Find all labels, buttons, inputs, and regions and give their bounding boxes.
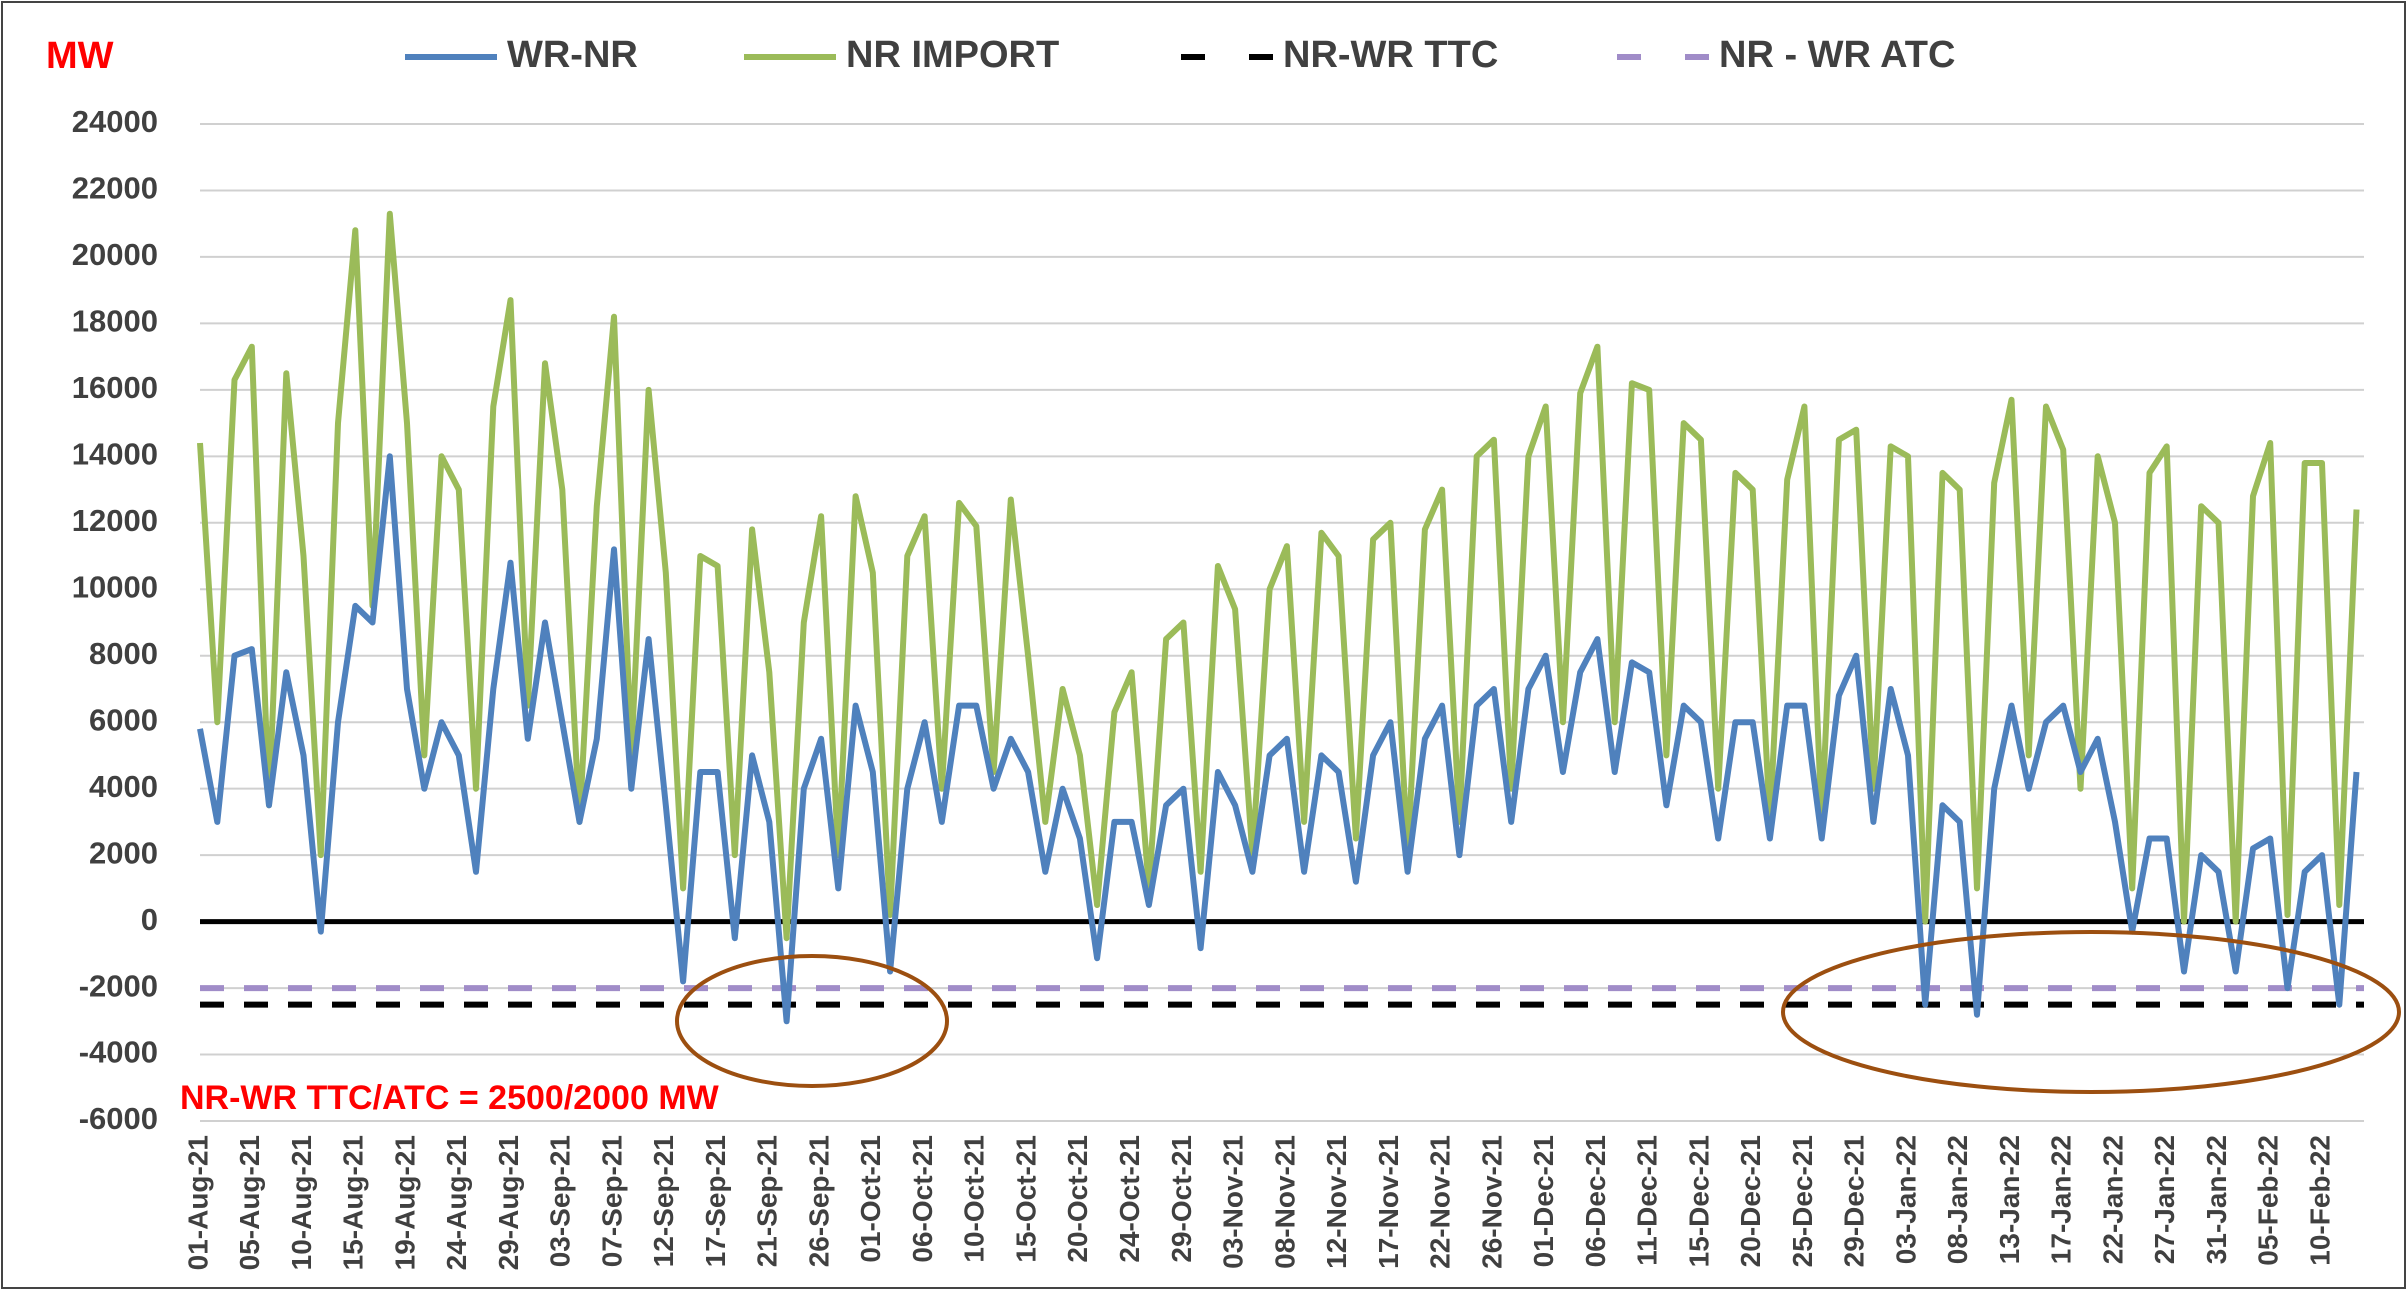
legend-label: NR - WR ATC bbox=[1719, 34, 1955, 76]
x-tick-label: 03-Nov-21 bbox=[1218, 1135, 1249, 1269]
x-tick-label: 26-Nov-21 bbox=[1476, 1135, 1507, 1269]
x-tick-label: 08-Nov-21 bbox=[1269, 1135, 1300, 1269]
y-tick-label: 2000 bbox=[89, 835, 158, 870]
x-tick-label: 29-Aug-21 bbox=[493, 1135, 524, 1270]
x-tick-label: 10-Aug-21 bbox=[286, 1135, 317, 1270]
y-tick-label: 10000 bbox=[72, 569, 158, 604]
y-tick-label: 4000 bbox=[89, 769, 158, 804]
y-tick-label: 12000 bbox=[72, 503, 158, 538]
highlight-ellipse bbox=[1781, 930, 2401, 1094]
x-tick-label: 01-Aug-21 bbox=[182, 1135, 213, 1270]
x-tick-label: 07-Sep-21 bbox=[596, 1135, 627, 1267]
x-tick-label: 05-Aug-21 bbox=[234, 1135, 265, 1270]
y-axis-label: MW bbox=[46, 35, 114, 77]
x-tick-label: 25-Dec-21 bbox=[1787, 1135, 1818, 1267]
x-tick-label: 15-Aug-21 bbox=[338, 1135, 369, 1270]
y-tick-label: 0 bbox=[141, 902, 158, 937]
legend-label: WR-NR bbox=[507, 34, 638, 76]
x-tick-label: 22-Jan-22 bbox=[2097, 1135, 2128, 1264]
legend-label: NR-WR TTC bbox=[1283, 34, 1498, 76]
y-tick-label: 24000 bbox=[72, 104, 158, 139]
x-tick-label: 10-Oct-21 bbox=[959, 1135, 990, 1263]
y-tick-label: 16000 bbox=[72, 370, 158, 405]
highlight-ellipse bbox=[675, 954, 949, 1088]
x-tick-label: 20-Oct-21 bbox=[1062, 1135, 1093, 1263]
x-tick-label: 01-Oct-21 bbox=[855, 1135, 886, 1263]
x-tick-label: 17-Sep-21 bbox=[700, 1135, 731, 1267]
x-tick-label: 08-Jan-22 bbox=[1942, 1135, 1973, 1264]
x-tick-label: 29-Dec-21 bbox=[1839, 1135, 1870, 1267]
x-tick-label: 17-Nov-21 bbox=[1373, 1135, 1404, 1269]
x-tick-label: 05-Feb-22 bbox=[2253, 1135, 2284, 1266]
x-tick-label: 24-Aug-21 bbox=[441, 1135, 472, 1270]
x-tick-label: 15-Oct-21 bbox=[1010, 1135, 1041, 1263]
x-tick-label: 24-Oct-21 bbox=[1114, 1135, 1145, 1263]
x-tick-label: 22-Nov-21 bbox=[1425, 1135, 1456, 1269]
legend-label: NR IMPORT bbox=[846, 34, 1059, 76]
y-tick-label: 20000 bbox=[72, 237, 158, 272]
x-tick-label: 01-Dec-21 bbox=[1528, 1135, 1559, 1267]
y-tick-label: -6000 bbox=[79, 1101, 158, 1136]
y-tick-label: 6000 bbox=[89, 702, 158, 737]
x-tick-label: 11-Dec-21 bbox=[1632, 1135, 1663, 1266]
y-tick-label: 22000 bbox=[72, 171, 158, 206]
x-tick-label: 12-Nov-21 bbox=[1321, 1135, 1352, 1269]
x-tick-label: 10-Feb-22 bbox=[2304, 1135, 2335, 1266]
y-tick-label: -4000 bbox=[79, 1035, 158, 1070]
x-tick-label: 19-Aug-21 bbox=[389, 1135, 420, 1270]
x-tick-label: 13-Jan-22 bbox=[1994, 1135, 2025, 1264]
annotation: NR-WR TTC/ATC = 2500/2000 MW bbox=[180, 1079, 720, 1117]
x-tick-label: 21-Sep-21 bbox=[752, 1135, 783, 1267]
x-tick-label: 15-Dec-21 bbox=[1683, 1135, 1714, 1267]
x-tick-label: 03-Sep-21 bbox=[545, 1135, 576, 1267]
x-tick-label: 06-Dec-21 bbox=[1580, 1135, 1611, 1267]
x-tick-label: 20-Dec-21 bbox=[1735, 1135, 1766, 1267]
x-tick-label: 12-Sep-21 bbox=[648, 1135, 679, 1267]
x-tick-label: 17-Jan-22 bbox=[2046, 1135, 2077, 1264]
x-tick-label: 06-Oct-21 bbox=[907, 1135, 938, 1263]
y-tick-label: 14000 bbox=[72, 437, 158, 472]
y-tick-label: 8000 bbox=[89, 636, 158, 671]
y-tick-label: -2000 bbox=[79, 968, 158, 1003]
x-tick-label: 29-Oct-21 bbox=[1166, 1135, 1197, 1263]
series-line bbox=[197, 453, 2360, 1025]
x-tick-label: 31-Jan-22 bbox=[2201, 1135, 2232, 1264]
x-tick-label: 03-Jan-22 bbox=[1890, 1135, 1921, 1264]
x-tick-label: 27-Jan-22 bbox=[2149, 1135, 2180, 1264]
y-tick-label: 18000 bbox=[72, 304, 158, 339]
series-line bbox=[197, 210, 2360, 942]
x-tick-label: 26-Sep-21 bbox=[803, 1135, 834, 1267]
